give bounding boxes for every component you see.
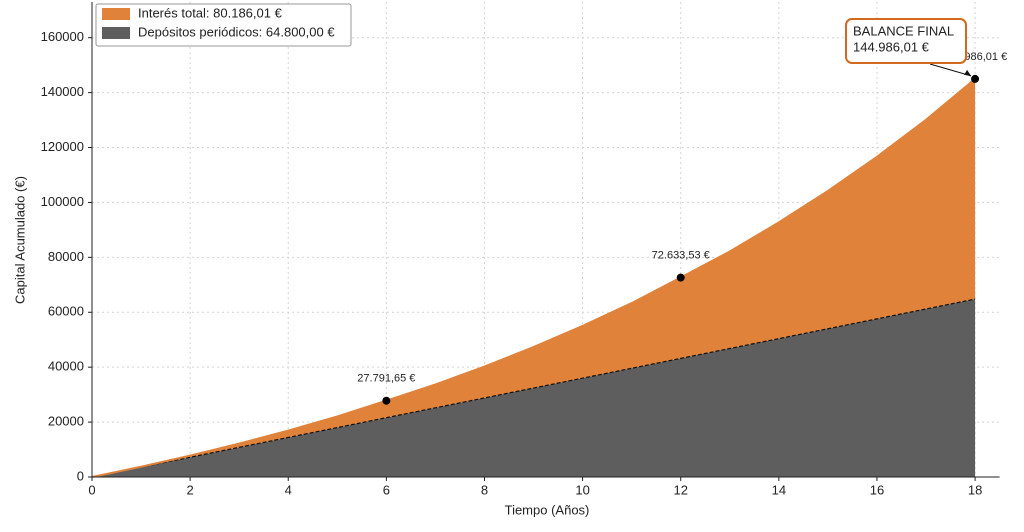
area xyxy=(92,78,976,477)
series-line xyxy=(91,78,976,478)
y-tick-label: 140000 xyxy=(41,84,84,99)
x-tick-label: 2 xyxy=(187,482,194,497)
annotation-label: 72.633,53 € xyxy=(652,249,710,261)
annotation-point xyxy=(382,396,391,405)
x-tick-label: 18 xyxy=(968,482,982,497)
arrow-head xyxy=(964,69,972,76)
legend: Interés total: 80.186,01 € Depósitos peri… xyxy=(95,3,352,47)
annotation-point xyxy=(971,74,980,83)
y-axis-label: Capital Acumulado (€) xyxy=(12,176,27,304)
y-tick-label: 40000 xyxy=(48,359,84,374)
callout-text: 144.986,01 € xyxy=(853,39,930,54)
x-axis-label: Tiempo (Años) xyxy=(505,502,590,517)
y-tick-label: 160000 xyxy=(41,29,84,44)
annotation-label: 27.791,65 € xyxy=(357,373,415,385)
x-tick-label: 4 xyxy=(285,482,292,497)
legend-swatch xyxy=(102,8,130,20)
series-line xyxy=(91,298,976,478)
x-tick-label: 6 xyxy=(383,482,390,497)
legend-box xyxy=(95,3,352,47)
y-tick-label: 120000 xyxy=(41,139,84,154)
legend-label: Interés total: 80.186,01 € xyxy=(138,5,283,20)
y-tick-label: 20000 xyxy=(48,414,84,429)
y-tick-label: 0 xyxy=(77,468,84,483)
callout-arrow xyxy=(929,63,972,77)
legend-swatch xyxy=(102,27,130,39)
y-tick-label: 80000 xyxy=(48,249,84,264)
y-tick-label: 100000 xyxy=(41,194,84,209)
callout-title: BALANCE FINAL xyxy=(853,23,954,38)
x-tick-label: 8 xyxy=(481,482,488,497)
x-tick-label: 12 xyxy=(673,482,687,497)
x-tick-label: 16 xyxy=(870,482,884,497)
x-tick-label: 14 xyxy=(772,482,786,497)
y-tick-label: 60000 xyxy=(48,304,84,319)
x-tick-label: 0 xyxy=(88,482,95,497)
callout-box xyxy=(845,18,967,64)
legend-label: Depósitos periódicos: 64.800,00 € xyxy=(138,24,335,39)
annotation-point xyxy=(676,273,685,282)
x-tick-label: 10 xyxy=(575,482,589,497)
